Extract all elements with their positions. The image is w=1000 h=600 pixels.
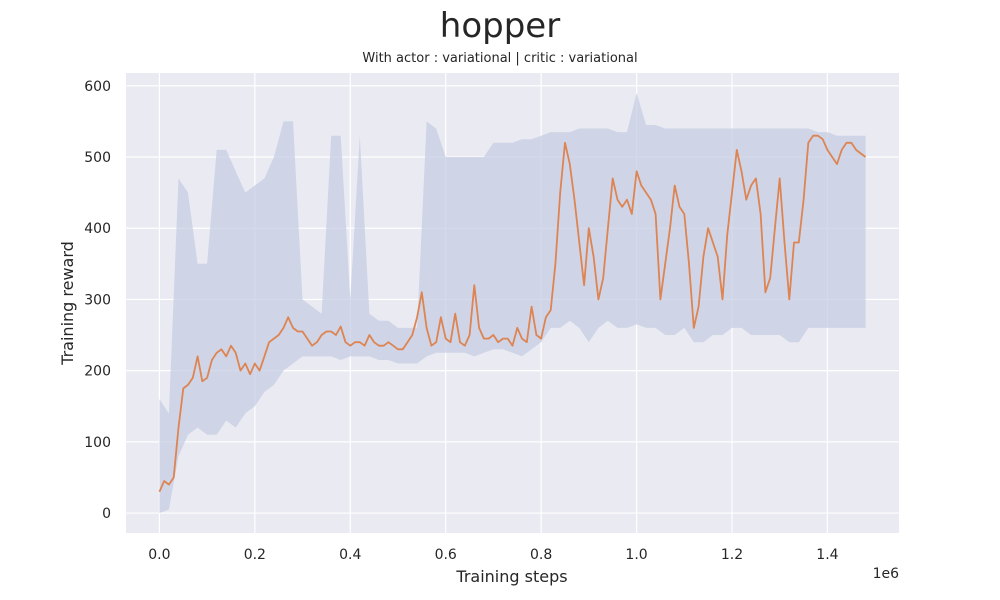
x-tick-label: 1.4 (816, 547, 838, 563)
x-tick-label: 0.8 (530, 547, 552, 563)
x-tick-label: 0.4 (339, 547, 361, 563)
chart-title: hopper (439, 6, 561, 46)
y-tick-label: 300 (84, 292, 111, 308)
x-tick-label: 0.0 (148, 547, 170, 563)
series-layer (158, 92, 867, 514)
x-tick-label: 1.0 (625, 547, 647, 563)
x-tick-label: 0.2 (244, 547, 266, 563)
x-offset-label: 1e6 (873, 566, 900, 582)
y-tick-label: 400 (84, 221, 111, 237)
y-tick-label: 0 (102, 506, 111, 522)
reward-line (158, 134, 867, 493)
chart-subtitle: With actor : variational | critic : vari… (362, 51, 638, 66)
x-tick-label: 0.6 (435, 547, 457, 563)
x-axis-label: Training steps (455, 567, 567, 586)
y-tick-label: 600 (84, 79, 111, 95)
x-tick-labels: 0.0 0.2 0.4 0.6 0.8 1.0 1.2 1.4 (148, 547, 838, 563)
y-tick-label: 200 (84, 364, 111, 380)
x-tick-label: 1.2 (721, 547, 743, 563)
reward-range-band (159, 92, 866, 514)
y-tick-label: 100 (84, 435, 111, 451)
y-axis-label: Training reward (58, 241, 77, 366)
y-tick-label: 500 (84, 150, 111, 166)
y-tick-labels: 0 100 200 300 400 500 600 (84, 79, 111, 522)
